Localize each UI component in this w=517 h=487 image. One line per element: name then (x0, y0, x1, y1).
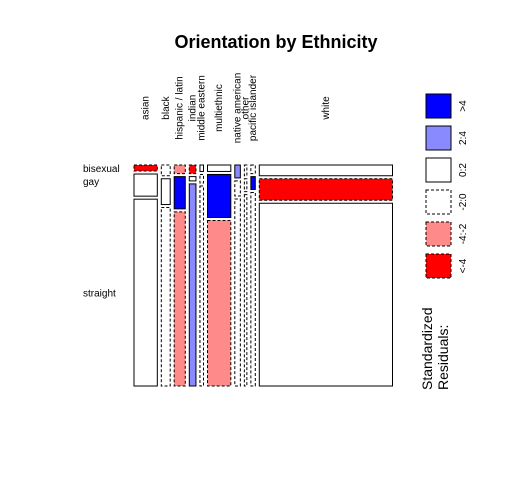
legend-swatch-neg-strong (425, 253, 452, 279)
cell-asian-bisexual (133, 164, 158, 172)
row-labels: bisexual gay straight (83, 164, 120, 300)
column-label-white: white (321, 96, 332, 121)
cell-white-bisexual (258, 164, 393, 177)
legend-label-zero-neg: -2:0 (458, 193, 469, 211)
cell-native-american-gay (234, 180, 241, 197)
cell-black-straight (160, 207, 171, 387)
cell-other-gay (243, 178, 248, 193)
cell-multiethnic-bisexual (207, 164, 232, 172)
legend-swatch-zero-neg (425, 189, 452, 215)
column-label-other: other (241, 96, 252, 119)
column-label-indian: indian (188, 95, 199, 122)
cell-other-bisexual (243, 164, 248, 177)
legend-label-zero-pos: 0:2 (458, 163, 469, 177)
legend-label-neg-mid: -4:-2 (458, 223, 469, 244)
cell-native-american-bisexual (234, 164, 241, 179)
column-label-black: black (161, 95, 172, 119)
legend-swatch-pos-strong (425, 93, 452, 119)
column-label-middle-eastern: middle eastern (197, 75, 208, 141)
cell-multiethnic-gay (207, 173, 232, 218)
cell-black-bisexual (160, 164, 171, 177)
cell-asian-straight (133, 198, 158, 387)
cell-middle-eastern-gay (199, 173, 204, 184)
row-label-bisexual: bisexual (83, 164, 120, 175)
row-label-straight: straight (83, 289, 116, 300)
column-label-multiethnic: multiethnic (214, 84, 225, 132)
cell-hispanic-latin-straight (173, 211, 186, 387)
cell-indian-gay (188, 176, 197, 182)
mosaic-cells (133, 164, 393, 387)
cell-pacific-islander-bisexual (250, 164, 256, 175)
cell-black-gay (160, 178, 171, 206)
cell-middle-eastern-straight (199, 185, 204, 387)
legend-label-pos-strong: >4 (458, 100, 469, 112)
legend: >4 2:4 0:2 -2:0 -4:-2 <-4 Standardized Residual… (419, 93, 469, 390)
cell-pacific-islander-straight (250, 192, 256, 387)
column-label-hispanic-latin: hispanic / latin (175, 76, 186, 139)
cell-indian-bisexual (188, 164, 197, 175)
cell-asian-gay (133, 173, 158, 197)
cell-hispanic-latin-gay (173, 176, 186, 210)
legend-swatch-neg-mid (425, 221, 452, 247)
column-label-pacific-islander: pacific islander (248, 74, 259, 141)
column-label-native-american: native american (233, 73, 244, 144)
cell-hispanic-latin-bisexual (173, 164, 186, 175)
legend-title-line-2: Residuals: (435, 325, 451, 390)
cell-other-straight (243, 194, 248, 387)
cell-indian-straight (188, 183, 197, 387)
legend-label-pos-mid: 2:4 (458, 131, 469, 145)
row-label-gay: gay (83, 177, 99, 188)
cell-white-gay (258, 178, 393, 201)
chart-title: Orientation by Ethnicity (174, 32, 377, 52)
legend-title-line-1: Standardized (419, 307, 435, 390)
cell-middle-eastern-bisexual (199, 164, 204, 172)
cell-native-american-straight (234, 198, 241, 387)
legend-label-neg-strong: <-4 (458, 258, 469, 273)
cell-pacific-islander-gay (250, 176, 256, 191)
cell-multiethnic-straight (207, 219, 232, 387)
legend-swatch-zero-pos (425, 157, 452, 183)
column-label-asian: asian (141, 96, 152, 120)
cell-white-straight (258, 202, 393, 387)
legend-swatch-pos-mid (425, 125, 452, 151)
